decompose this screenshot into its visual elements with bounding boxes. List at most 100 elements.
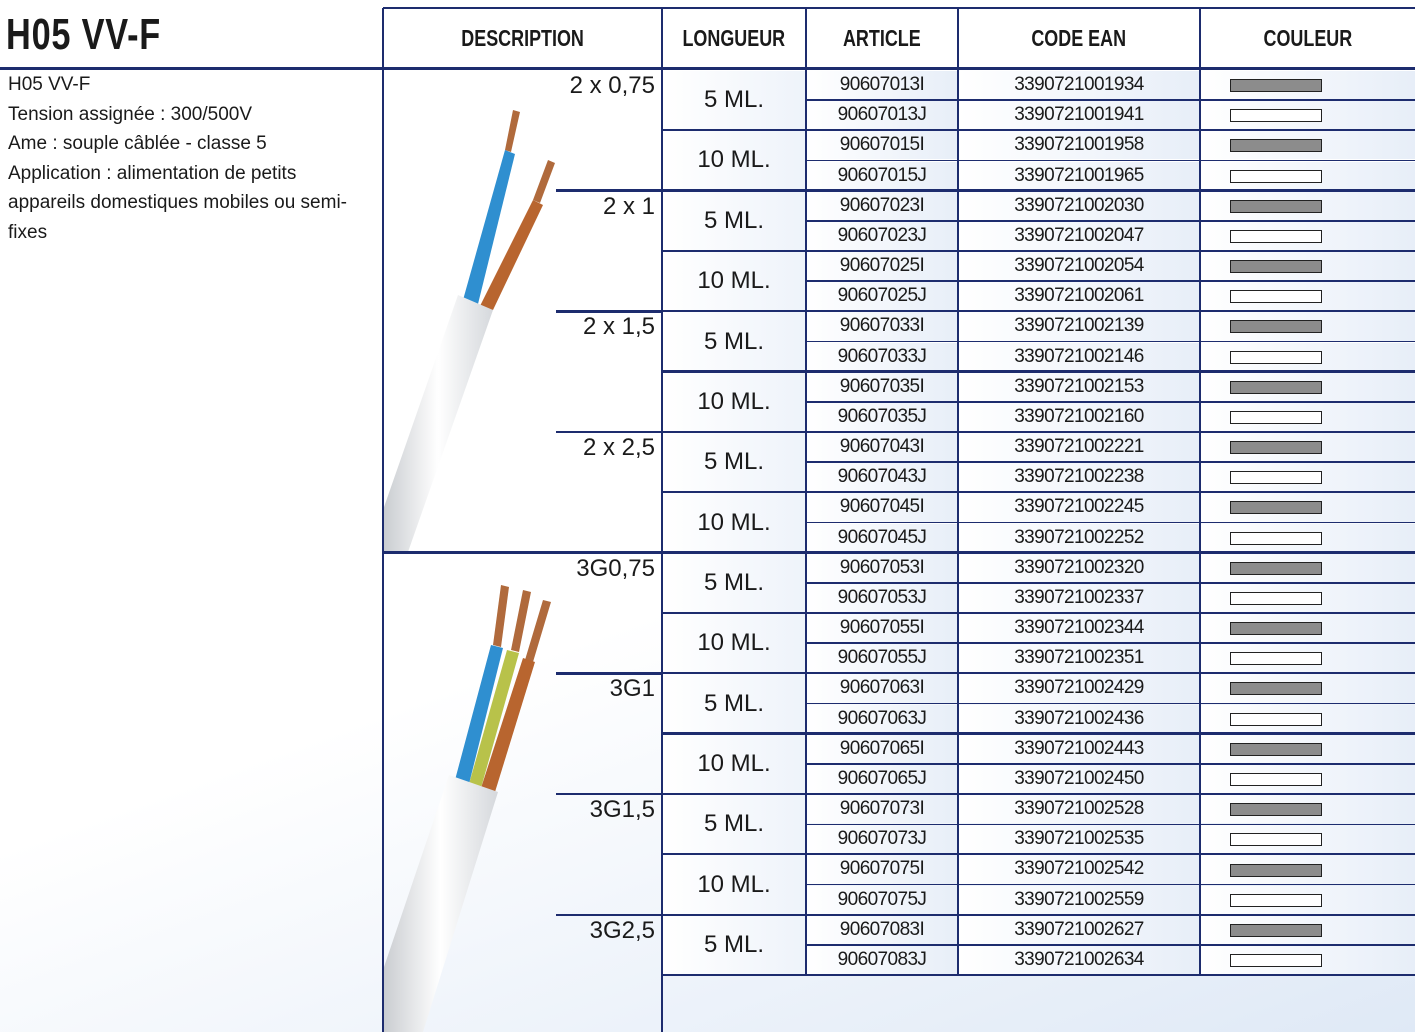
column-header-text: COULEUR (1263, 24, 1352, 51)
ean-code: 3390721002030 (959, 191, 1199, 220)
size-label: 3G0,75 (576, 554, 655, 582)
color-swatch (1230, 954, 1322, 967)
ean-code: 3390721002436 (959, 704, 1199, 733)
rule (662, 491, 1415, 494)
rule (806, 401, 1415, 403)
ean-code: 3390721002528 (959, 795, 1199, 824)
color-swatch (1230, 803, 1322, 817)
article: 90607075J (807, 885, 957, 914)
cable-2-core (383, 110, 555, 552)
column-header: DESCRIPTION (383, 8, 662, 68)
article: 90607083J (807, 945, 957, 975)
size-label: 3G1,5 (589, 796, 655, 824)
rule (1199, 8, 1201, 976)
rule (957, 8, 959, 976)
article: 90607065I (807, 734, 957, 763)
length: 5 ML. (663, 191, 805, 250)
rule (806, 99, 1415, 101)
ean-code: 3390721002252 (959, 523, 1199, 552)
color-swatch (1230, 471, 1322, 485)
ean-code: 3390721002245 (959, 493, 1199, 522)
rule (662, 370, 1415, 373)
ean-code: 3390721002344 (959, 614, 1199, 643)
article: 90607025I (807, 252, 957, 281)
rule (662, 853, 1415, 856)
color-swatch (1230, 652, 1322, 666)
column-header: COULEUR (1200, 8, 1415, 68)
ean-code: 3390721002054 (959, 252, 1199, 281)
article: 90607015J (807, 161, 957, 190)
size-label: 3G1 (609, 675, 655, 703)
column-header-text: DESCRIPTION (461, 24, 584, 51)
color-swatch (1230, 169, 1322, 183)
ean-code: 3390721002047 (959, 221, 1199, 250)
color-swatch (1230, 622, 1322, 636)
article: 90607045J (807, 523, 957, 552)
page-title: H05 VV-F (6, 10, 162, 59)
color-swatch (1230, 742, 1322, 756)
color-swatch (1230, 199, 1322, 213)
article: 90607023I (807, 191, 957, 220)
article: 90607043J (807, 463, 957, 492)
article: 90607063I (807, 674, 957, 703)
rule (556, 913, 1415, 916)
length: 10 ML. (663, 252, 805, 311)
article: 90607033J (807, 342, 957, 371)
rule (660, 8, 664, 1032)
article: 90607055J (807, 644, 957, 673)
length: 10 ML. (663, 614, 805, 673)
spec-line: Ame : souple câblée - classe 5 (8, 133, 267, 154)
article: 90607063J (807, 704, 957, 733)
rule (806, 582, 1415, 584)
article: 90607025J (807, 282, 957, 311)
length: 10 ML. (663, 855, 805, 914)
length: 10 ML. (663, 493, 805, 552)
article: 90607065J (807, 764, 957, 794)
rule (662, 249, 1415, 253)
article: 90607033I (807, 312, 957, 341)
rule (662, 129, 1415, 132)
color-swatch (1230, 139, 1322, 153)
ean-code: 3390721002559 (959, 885, 1199, 914)
size-label: 2 x 1 (602, 192, 655, 220)
ean-code: 3390721002061 (959, 282, 1199, 311)
color-swatch (1230, 893, 1322, 907)
rule (556, 792, 1415, 796)
ean-code: 3390721002238 (959, 463, 1199, 492)
color-swatch (1230, 441, 1322, 455)
rule (556, 189, 1415, 192)
ean-code: 3390721002160 (959, 402, 1199, 432)
rule (806, 159, 1415, 162)
color-swatch (1230, 501, 1322, 515)
rule (383, 551, 1415, 554)
rule (806, 220, 1415, 222)
size-label: 2 x 0,75 (569, 72, 655, 99)
article: 90607073I (807, 795, 957, 824)
rule (381, 8, 385, 1032)
column-header: LONGUEUR (662, 8, 806, 68)
color-swatch (1230, 350, 1322, 364)
column-header: CODE EAN (958, 8, 1200, 68)
ean-code: 3390721002429 (959, 674, 1199, 703)
color-swatch (1230, 833, 1322, 847)
ean-code: 3390721001941 (959, 101, 1199, 130)
ean-code: 3390721001958 (959, 131, 1199, 160)
length: 5 ML. (663, 553, 805, 613)
rule (556, 310, 1415, 313)
product-description: H05 VV-F Tension assignée : 300/500V Ame… (8, 70, 358, 247)
length: 5 ML. (663, 674, 805, 733)
rule (806, 883, 1415, 886)
rule (806, 944, 1415, 946)
ean-code: 3390721001934 (959, 71, 1199, 100)
rule (806, 521, 1415, 524)
rule (806, 702, 1415, 705)
color-swatch (1230, 109, 1322, 123)
ean-code: 3390721002153 (959, 372, 1199, 401)
cable-3-core (383, 585, 551, 1032)
rule (383, 6, 1415, 10)
length: 10 ML. (663, 372, 805, 432)
rule (556, 430, 1415, 434)
rule (662, 611, 1415, 615)
article: 90607055I (807, 614, 957, 643)
length: 10 ML. (663, 131, 805, 190)
